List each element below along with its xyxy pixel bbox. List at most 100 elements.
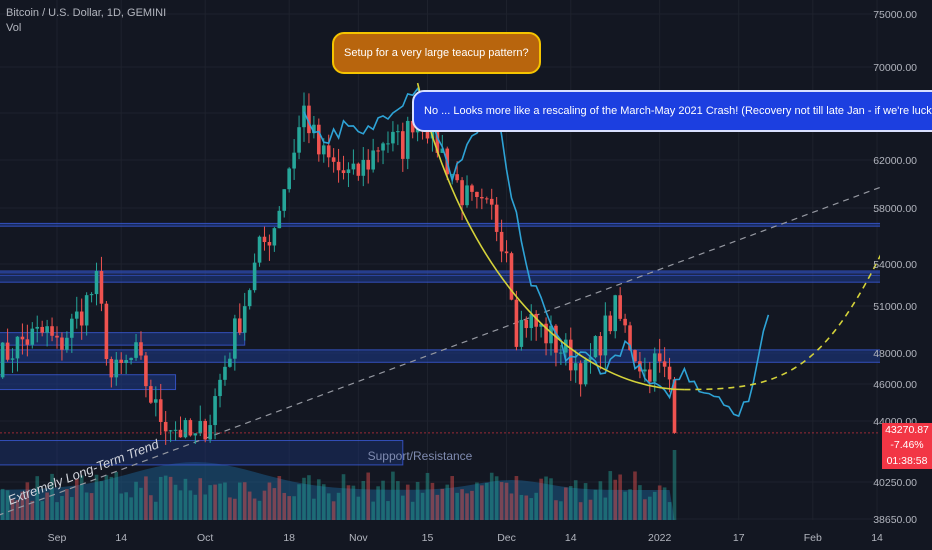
chart-legend: Bitcoin / U.S. Dollar, 1D, GEMINI Vol xyxy=(6,6,166,36)
candle-body xyxy=(405,120,410,159)
volume-bar xyxy=(425,472,430,520)
volume-bar xyxy=(638,485,642,520)
volume-bar xyxy=(237,482,242,520)
volume-bar xyxy=(583,483,588,520)
candle-body xyxy=(40,326,44,333)
candle-body xyxy=(20,336,25,340)
candle-body xyxy=(455,174,459,181)
volume-bar xyxy=(489,472,494,520)
volume-bar xyxy=(188,490,193,520)
sr-zone xyxy=(0,374,177,391)
volume-bar xyxy=(455,492,459,520)
volume-bar xyxy=(376,486,380,520)
volume-bar xyxy=(534,492,538,520)
price-tick-label: 40250.00 xyxy=(873,477,917,489)
time-tick-label: Nov xyxy=(349,532,368,544)
candle-body xyxy=(198,420,203,434)
candle-body xyxy=(494,204,499,232)
volume-bar xyxy=(129,497,133,520)
volume-bar xyxy=(203,494,207,520)
candle-body xyxy=(99,271,104,304)
volume-bar xyxy=(307,475,311,520)
candle-body xyxy=(297,127,301,153)
price-tick-label: 38650.00 xyxy=(873,514,917,526)
time-tick-label: Sep xyxy=(48,532,67,544)
volume-bar xyxy=(440,488,445,520)
volume-bar xyxy=(366,472,371,520)
candle-body xyxy=(312,124,316,134)
candle-body xyxy=(618,295,622,319)
volume-bar xyxy=(667,502,672,520)
volume-bar xyxy=(109,476,114,520)
candle-body xyxy=(252,262,257,291)
volume-bar xyxy=(346,485,351,520)
price-change: -7.46% xyxy=(890,439,924,451)
price-tick-label: 46000.00 xyxy=(873,379,917,391)
candle-body xyxy=(529,313,534,329)
volume-bar xyxy=(430,482,435,520)
candle-body xyxy=(188,420,193,436)
volume-bar xyxy=(578,502,583,520)
last-price: 43270.87 xyxy=(885,424,929,436)
candle-body xyxy=(178,429,183,438)
price-tick-label: 58000.00 xyxy=(873,203,917,215)
volume-bar xyxy=(55,502,59,520)
candle-body xyxy=(15,336,20,359)
candle-body xyxy=(489,198,494,205)
volume-bars xyxy=(0,450,677,520)
candle-body xyxy=(623,318,627,326)
candle-body xyxy=(114,359,119,378)
candle-body xyxy=(163,421,168,432)
candle-body xyxy=(598,336,603,356)
time-axis[interactable]: Sep14Oct18Nov15Dec14202217Feb14Mar xyxy=(0,528,932,550)
volume-bar xyxy=(598,481,603,520)
candle-body xyxy=(267,242,272,246)
volume-bar xyxy=(233,498,237,520)
candle-body xyxy=(356,163,361,176)
sr-zone xyxy=(0,332,246,346)
candle-body xyxy=(504,251,509,254)
time-tick-label: Dec xyxy=(497,532,516,544)
candle-body xyxy=(242,306,247,333)
candle-body xyxy=(218,379,222,397)
volume-bar xyxy=(603,497,608,520)
volume-bar xyxy=(99,481,104,520)
volume-bar xyxy=(218,483,222,520)
time-tick-label: 15 xyxy=(422,532,434,544)
time-tick-label: 14 xyxy=(565,532,577,544)
candle-body xyxy=(425,125,430,139)
volume-bar xyxy=(514,476,519,520)
candle-body xyxy=(480,196,484,199)
candle-body xyxy=(662,361,667,367)
price-tick-label: 48000.00 xyxy=(873,348,917,360)
volume-bar xyxy=(198,478,203,520)
volume-bar xyxy=(5,490,10,520)
candle-body xyxy=(667,366,672,380)
volume-bar xyxy=(183,478,188,520)
candle-body xyxy=(134,342,138,358)
volume-bar xyxy=(297,484,301,520)
volume-bar xyxy=(351,485,356,520)
volume-bar xyxy=(336,492,341,520)
volume-bar xyxy=(628,489,632,520)
candle-body xyxy=(534,313,538,327)
candle-body xyxy=(124,360,128,363)
candle-body xyxy=(509,253,514,300)
trend-line-dashed xyxy=(0,167,932,516)
volume-bar xyxy=(435,494,440,520)
volume-bar xyxy=(119,493,124,520)
candle-body xyxy=(499,231,504,252)
candle-body xyxy=(213,396,217,426)
candle-body xyxy=(588,357,593,360)
candle-body xyxy=(272,228,277,246)
volume-bar xyxy=(608,471,613,520)
volume-indicator-label: Vol xyxy=(6,22,22,34)
candle-body xyxy=(578,363,583,385)
volume-bar xyxy=(163,475,168,520)
candle-body xyxy=(5,342,10,360)
price-tick-label: 54000.00 xyxy=(873,259,917,271)
volume-bar xyxy=(401,495,405,520)
candle-body xyxy=(257,236,262,263)
time-tick-label: 14 xyxy=(871,532,883,544)
